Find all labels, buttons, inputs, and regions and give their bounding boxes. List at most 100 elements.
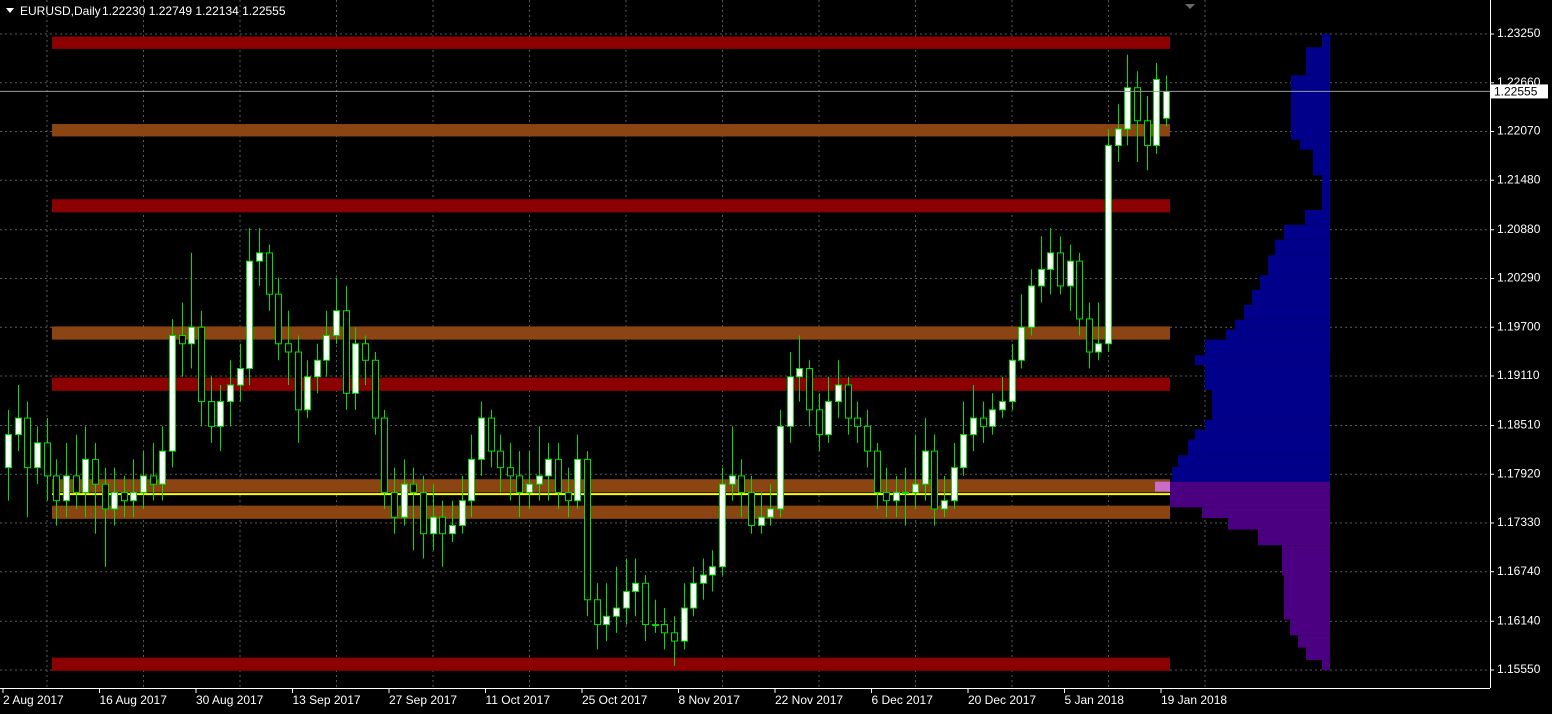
candle-body [1153,78,1160,147]
candle-body [584,458,591,601]
profile-bar [1172,466,1330,482]
chart-title: EURUSD,Daily [20,4,101,18]
candle-body [295,351,302,411]
profile-bar [1205,339,1330,356]
candle-body [266,252,273,295]
x-tick-label: 25 Oct 2017 [582,693,648,707]
candle-body [777,425,784,510]
candle-body [989,409,996,427]
x-tick-label: 6 Dec 2017 [872,693,934,707]
candle-body [82,458,89,493]
candles-layer [5,54,1170,666]
candle-body [632,582,639,593]
y-tick-label: 1.21480 [1497,172,1541,186]
candle-body [121,491,128,502]
candle-body [1144,120,1151,147]
candle-body [816,409,823,436]
candle-body [1057,252,1064,287]
candle-body [1105,145,1112,345]
profile-bar [1322,34,1330,48]
price-zone [52,199,1170,213]
candle-body [208,401,215,427]
candle-body [941,500,948,510]
candle-body [845,384,852,419]
x-tick-label: 2 Aug 2017 [3,693,64,707]
candle-body [719,483,726,568]
poc-marker [1155,481,1170,492]
candle-body [92,458,99,485]
y-tick-label: 1.17920 [1497,466,1541,480]
profile-bar [1306,647,1330,661]
profile-bar [1244,304,1330,320]
x-tick-label: 19 Jan 2018 [1161,693,1227,707]
candle-body [1067,260,1074,287]
candle-body [1047,252,1054,270]
profile-bar [1170,491,1330,508]
candle-body [980,417,987,427]
candle-body [1115,128,1122,147]
candle-body [24,417,31,469]
candle-body [44,442,51,477]
candle-body [1134,87,1141,122]
candle-body [970,417,977,436]
candle-body [198,326,205,403]
candle-body [545,458,552,477]
y-tick-label: 1.18510 [1497,418,1541,432]
candle-body [536,475,543,485]
candle-body [285,343,292,353]
candle-body [565,491,572,502]
candle-body [130,491,137,502]
profile-bar [1298,635,1330,648]
profile-bar [1284,224,1330,240]
candle-body [34,442,41,469]
menu-arrow[interactable] [6,8,14,13]
candle-body [758,516,765,526]
candle-body [497,450,504,469]
candle-body [642,582,649,626]
profile-bar [1178,455,1330,467]
candle-body [555,458,562,493]
profile-bar [1282,545,1330,576]
profile-bar [1300,139,1330,150]
candle-body [63,475,70,502]
shift-marker [1185,4,1195,9]
price-zone [52,505,1170,519]
candle-body [912,483,919,493]
candle-body [1018,326,1025,361]
candle-body [439,516,446,535]
y-tick-label: 1.19700 [1497,319,1541,333]
candle-body [864,425,871,452]
candle-body [613,607,620,617]
candle-body [102,483,109,510]
candle-body [237,368,244,386]
candle-body [652,624,659,627]
candle-body [854,417,861,427]
candle-body [738,475,745,493]
candle-body [709,566,716,576]
candle-body [343,310,350,394]
candle-body [352,343,359,394]
profile-bar [1260,275,1330,291]
price-zone [52,657,1170,671]
profile-bar [1228,518,1330,530]
candle-body [217,401,224,427]
candle-body [1009,359,1016,403]
candle-body [787,376,794,427]
candle-body [1076,260,1083,320]
ohlc-readout: 1.22230 1.22749 1.22134 1.22555 [102,4,286,18]
candle-body [333,310,340,336]
x-tick-label: 11 Oct 2017 [486,693,551,707]
y-tick-label: 1.23250 [1497,26,1541,40]
candle-body [883,491,890,502]
candle-body [594,599,601,626]
profile-bar [1235,319,1330,330]
profile-bar [1169,481,1330,492]
profile-bar [1268,255,1330,276]
candle-body [574,458,581,502]
candle-body [5,434,12,469]
price-zone [52,326,1170,340]
candle-body [507,467,514,477]
candle-body [1086,318,1093,353]
y-tick-label: 1.16740 [1497,564,1541,578]
